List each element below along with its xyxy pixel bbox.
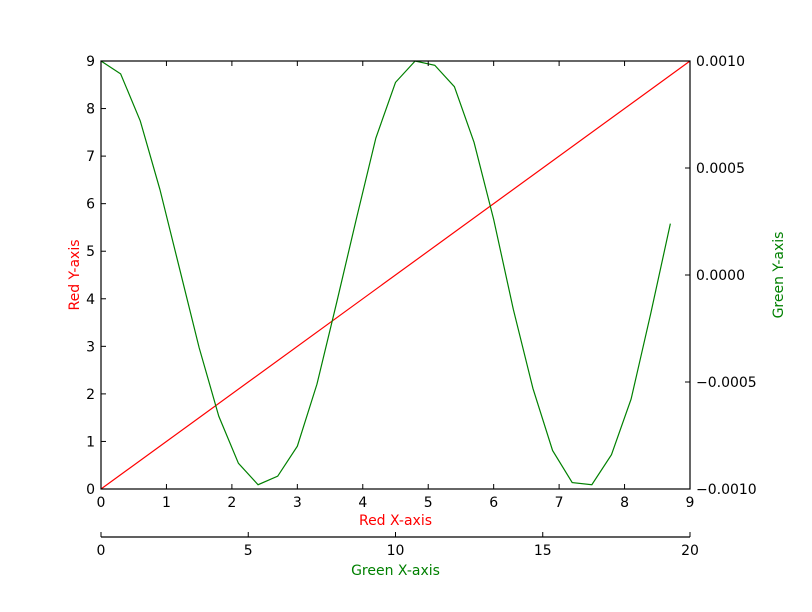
red-x-tick-label: 7 bbox=[555, 495, 564, 511]
red-x-tick-label: 9 bbox=[686, 495, 695, 511]
green-x-tick-label: 5 bbox=[244, 543, 253, 559]
green-x-tick-label: 20 bbox=[681, 543, 699, 559]
red-y-tick-label: 4 bbox=[86, 292, 95, 308]
green-y-tick-label: 0.0005 bbox=[696, 161, 745, 177]
red-x-tick-label: 3 bbox=[293, 495, 302, 511]
green-y-tick-label: 0.0010 bbox=[696, 54, 745, 70]
series-line-green bbox=[100, 60, 671, 486]
red-y-tick-label: 0 bbox=[86, 482, 95, 498]
red-y-tick-label: 1 bbox=[86, 434, 95, 450]
green-x-axis-label: Green X-axis bbox=[351, 563, 440, 579]
green-x-tick-label: 15 bbox=[534, 543, 552, 559]
red-y-tick-label: 5 bbox=[86, 244, 95, 260]
red-y-tick-label: 2 bbox=[86, 387, 95, 403]
red-y-tick-label: 6 bbox=[86, 197, 95, 213]
red-y-tick-label: 3 bbox=[86, 339, 95, 355]
red-y-tick-label: 9 bbox=[86, 54, 95, 70]
red-x-tick-label: 0 bbox=[97, 495, 106, 511]
red-x-tick-label: 1 bbox=[162, 495, 171, 511]
green-y-tick-label: −0.0005 bbox=[696, 375, 757, 391]
axis-ticks: 0 1 2 3 4 5 6 7 8 90123456789−0.0010−0.00050.0000… bbox=[86, 54, 757, 559]
green-x-tick-label: 10 bbox=[387, 543, 405, 559]
plot-marks bbox=[100, 60, 691, 490]
red-x-tick-label: 8 bbox=[620, 495, 629, 511]
red-y-tick-label: 8 bbox=[86, 102, 95, 118]
green-y-tick-label: 0.0000 bbox=[696, 268, 745, 284]
red-y-tick-label: 7 bbox=[86, 149, 95, 165]
green-y-axis-label: Green Y-axis bbox=[771, 232, 787, 319]
red-x-tick-label: 4 bbox=[358, 495, 367, 511]
red-y-axis-label: Red Y-axis bbox=[67, 239, 83, 310]
green-x-tick-label: 0 bbox=[97, 543, 106, 559]
red-x-tick-label: 6 bbox=[489, 495, 498, 511]
red-x-tick-label: 5 bbox=[424, 495, 433, 511]
red-x-axis-label: Red X-axis bbox=[359, 513, 432, 529]
series-line-red bbox=[100, 60, 691, 490]
green-y-tick-label: −0.0010 bbox=[696, 482, 757, 498]
red-x-tick-label: 2 bbox=[227, 495, 236, 511]
